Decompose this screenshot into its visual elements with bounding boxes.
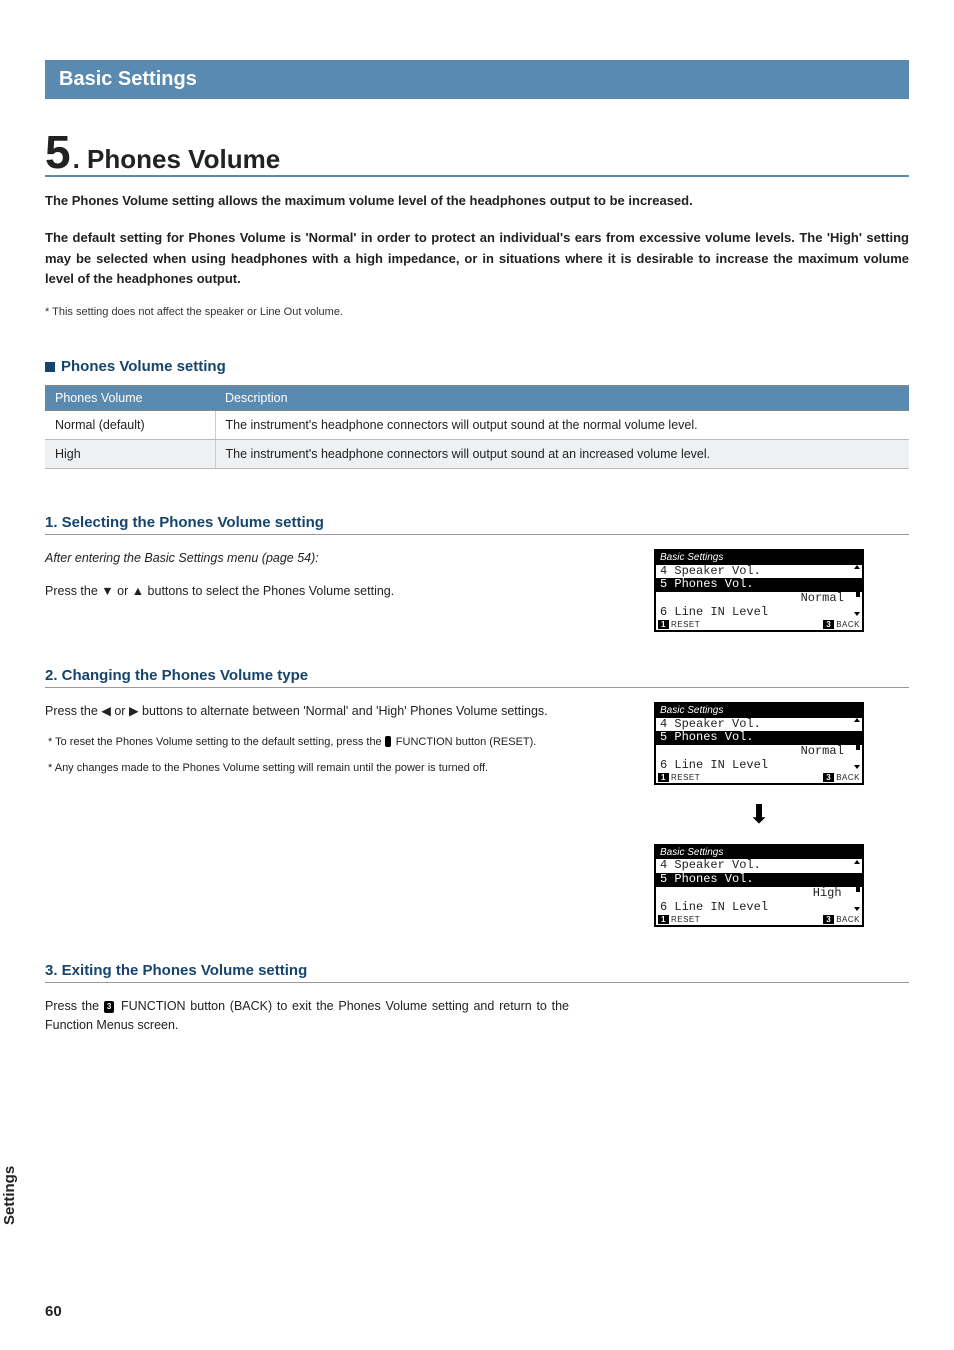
table-header-col1: Phones Volume bbox=[45, 386, 215, 411]
step1-heading: 1. Selecting the Phones Volume setting bbox=[45, 514, 909, 535]
lcd-line: 4 Speaker Vol. bbox=[656, 718, 862, 732]
table-header-col2: Description bbox=[215, 386, 909, 411]
step3-heading: 3. Exiting the Phones Volume setting bbox=[45, 962, 909, 983]
table-cell: The instrument's headphone connectors wi… bbox=[215, 440, 909, 469]
function-1-icon: 1 bbox=[385, 736, 391, 748]
main-heading: 5 . Phones Volume bbox=[45, 129, 909, 177]
lcd-back-button: 3 BACK bbox=[823, 773, 860, 782]
table-block-heading: Phones Volume setting bbox=[45, 358, 909, 375]
lcd-value: High bbox=[656, 887, 862, 901]
lcd-line-selected: 5 Phones Vol. bbox=[656, 873, 862, 887]
section-bar: Basic Settings bbox=[45, 60, 909, 99]
scroll-up-icon bbox=[854, 565, 860, 569]
down-arrow-icon: ⬇ bbox=[748, 799, 770, 830]
lcd-reset-button: 1 RESET bbox=[658, 620, 700, 629]
step2-note1: * To reset the Phones Volume setting to … bbox=[45, 735, 569, 751]
lcd-reset-button: 1 RESET bbox=[658, 915, 700, 924]
scroll-down-icon bbox=[854, 612, 860, 616]
step2-note2: * Any changes made to the Phones Volume … bbox=[45, 761, 569, 777]
table-block-title: Phones Volume setting bbox=[61, 358, 226, 375]
page-number: 60 bbox=[45, 1303, 62, 1320]
table-row: Normal (default) The instrument's headph… bbox=[45, 411, 909, 440]
intro-footnote: * This setting does not affect the speak… bbox=[45, 306, 909, 318]
heading-number: 5 bbox=[45, 129, 71, 175]
lcd-reset-button: 1 RESET bbox=[658, 773, 700, 782]
lcd-line-selected: 5 Phones Vol. bbox=[656, 731, 862, 745]
lcd-screenshot-1: Basic Settings 4 Speaker Vol. 5 Phones V… bbox=[654, 549, 864, 632]
intro-paragraph-2: The default setting for Phones Volume is… bbox=[45, 228, 909, 290]
lcd-value: Normal bbox=[656, 592, 862, 606]
table-cell: High bbox=[45, 440, 215, 469]
lcd-back-button: 3 BACK bbox=[823, 620, 860, 629]
lcd-value: Normal bbox=[656, 745, 862, 759]
step1-italic: After entering the Basic Settings menu (… bbox=[45, 549, 569, 568]
phones-volume-table: Phones Volume Description Normal (defaul… bbox=[45, 385, 909, 469]
lcd-line: 6 Line IN Level bbox=[656, 901, 862, 915]
scroll-up-icon bbox=[854, 860, 860, 864]
step2-heading: 2. Changing the Phones Volume type bbox=[45, 667, 909, 688]
table-cell: Normal (default) bbox=[45, 411, 215, 440]
scroll-down-icon bbox=[854, 907, 860, 911]
step1-body: Press the ▼ or ▲ buttons to select the P… bbox=[45, 582, 569, 601]
step2-body: Press the ◀ or ▶ buttons to alternate be… bbox=[45, 702, 569, 721]
lcd-back-button: 3 BACK bbox=[823, 915, 860, 924]
lcd-line: 4 Speaker Vol. bbox=[656, 565, 862, 579]
step3-body: Press the 3 FUNCTION button (BACK) to ex… bbox=[45, 997, 569, 1035]
lcd-line: 4 Speaker Vol. bbox=[656, 859, 862, 873]
side-tab-label: Settings bbox=[1, 1166, 18, 1225]
table-row: High The instrument's headphone connecto… bbox=[45, 440, 909, 469]
square-bullet-icon bbox=[45, 362, 55, 372]
scroll-down-icon bbox=[854, 765, 860, 769]
heading-title: . Phones Volume bbox=[73, 144, 281, 175]
intro-paragraph-1: The Phones Volume setting allows the max… bbox=[45, 191, 909, 212]
function-3-icon: 3 bbox=[104, 1001, 114, 1013]
scroll-up-icon bbox=[854, 718, 860, 722]
lcd-screenshot-2b: Basic Settings 4 Speaker Vol. 5 Phones V… bbox=[654, 844, 864, 927]
lcd-line: 6 Line IN Level bbox=[656, 759, 862, 773]
lcd-screenshot-2a: Basic Settings 4 Speaker Vol. 5 Phones V… bbox=[654, 702, 864, 785]
lcd-line-selected: 5 Phones Vol. bbox=[656, 578, 862, 592]
table-cell: The instrument's headphone connectors wi… bbox=[215, 411, 909, 440]
lcd-line: 6 Line IN Level bbox=[656, 606, 862, 620]
